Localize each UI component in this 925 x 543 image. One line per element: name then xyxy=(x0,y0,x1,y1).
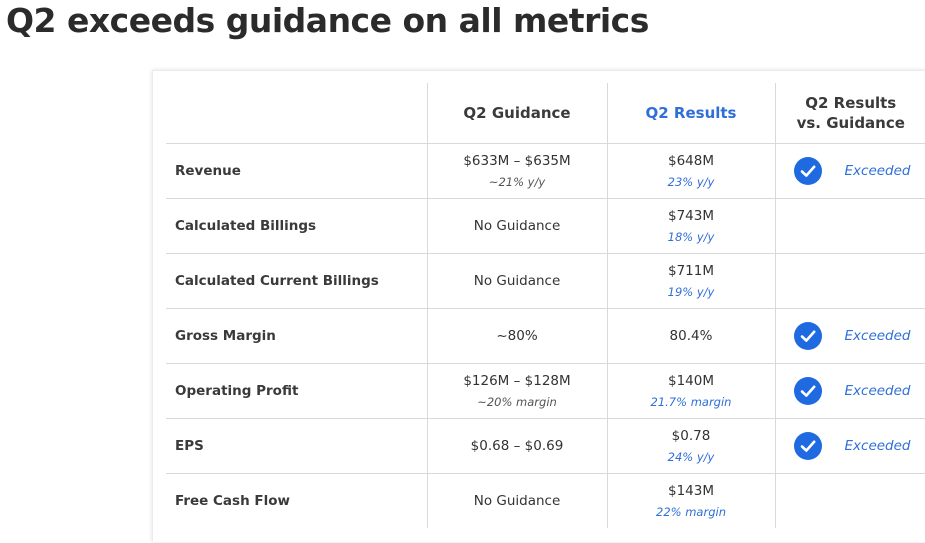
result-note: 21.7% margin xyxy=(650,395,732,409)
guidance-value: $126M – $128M xyxy=(463,373,571,389)
guidance-cell: $633M – $635M ~21% y/y xyxy=(426,143,607,199)
guidance-cell: $0.68 – $0.69 xyxy=(426,418,607,474)
status-cell: Exceeded xyxy=(774,143,925,199)
result-note: 22% margin xyxy=(656,505,726,519)
guidance-cell: No Guidance xyxy=(426,198,607,254)
metric-label: Calculated Current Billings xyxy=(166,253,427,309)
result-cell: $0.78 24% y/y xyxy=(606,418,775,474)
guidance-value: No Guidance xyxy=(473,218,561,234)
result-note: 23% y/y xyxy=(667,175,715,189)
result-note: 19% y/y xyxy=(667,285,715,299)
guidance-value: No Guidance xyxy=(473,493,561,509)
metric-label: Gross Margin xyxy=(166,308,427,364)
guidance-table: Q2 Guidance Q2 Results Q2 Results vs. Gu… xyxy=(166,83,925,528)
guidance-cell: No Guidance xyxy=(426,253,607,309)
table-row: Calculated Current Billings No Guidance $7… xyxy=(166,253,925,309)
metric-label: Free Cash Flow xyxy=(175,493,290,509)
result-value: $0.78 xyxy=(671,428,711,444)
status-label: Exceeded xyxy=(844,438,911,454)
header-metric xyxy=(166,83,427,144)
status-label: Exceeded xyxy=(844,328,911,344)
status-label: Exceeded xyxy=(844,163,911,179)
result-value: $648M xyxy=(667,153,714,169)
result-value: $711M xyxy=(667,263,714,279)
result-cell: $743M 18% y/y xyxy=(606,198,775,254)
guidance-value: No Guidance xyxy=(473,273,561,289)
status-cell: Exceeded xyxy=(774,418,925,474)
metric-label: Calculated Billings xyxy=(166,198,427,254)
status-indicator: Exceeded xyxy=(776,157,925,185)
guidance-value: $633M – $635M xyxy=(463,153,571,169)
header-comparison: Q2 Results vs. Guidance xyxy=(774,83,925,144)
result-cell: $648M 23% y/y xyxy=(606,143,775,199)
guidance-note: ~21% y/y xyxy=(488,175,546,189)
status-cell: Exceeded xyxy=(774,308,925,364)
status-indicator: Exceeded xyxy=(776,377,925,405)
status-indicator: Exceeded xyxy=(776,322,925,350)
result-cell: $143M 22% margin xyxy=(606,473,775,528)
status-cell xyxy=(774,198,925,254)
result-note: 24% y/y xyxy=(667,450,715,464)
table-header-row: Q2 Guidance Q2 Results Q2 Results vs. Gu… xyxy=(166,83,925,144)
guidance-cell: ~80% xyxy=(426,308,607,364)
guidance-value: $0.68 – $0.69 xyxy=(470,438,564,454)
result-cell: $140M 21.7% margin xyxy=(606,363,775,419)
result-value: $140M xyxy=(667,373,714,389)
metric-label: Revenue xyxy=(166,143,427,199)
page-title: Q2 exceeds guidance on all metrics xyxy=(6,1,649,40)
table-row: Free Cash Flow No Guidance $143M 22% margin xyxy=(166,473,925,528)
check-circle-icon xyxy=(793,322,822,350)
header-guidance: Q2 Guidance xyxy=(426,83,607,144)
result-value: 80.4% xyxy=(669,328,713,344)
guidance-cell: No Guidance xyxy=(426,473,607,528)
status-indicator: Exceeded xyxy=(776,432,925,460)
table-row: Calculated Billings No Guidance $743M 18% y… xyxy=(166,198,925,254)
metric-label: EPS xyxy=(166,418,427,474)
result-note: 18% y/y xyxy=(667,230,715,244)
status-label: Exceeded xyxy=(844,383,911,399)
result-cell: 80.4% xyxy=(606,308,775,364)
table-row: Operating Profit $126M – $128M ~20% margin… xyxy=(166,363,925,419)
status-cell: Exceeded xyxy=(774,363,925,419)
guidance-value: ~80% xyxy=(496,328,538,344)
metric-label: Operating Profit xyxy=(166,363,427,419)
result-value: $743M xyxy=(667,208,714,224)
status-cell xyxy=(774,253,925,309)
guidance-note: ~20% margin xyxy=(477,395,557,409)
check-circle-icon xyxy=(793,157,822,185)
status-cell xyxy=(774,473,925,528)
result-value: $143M xyxy=(667,483,714,499)
header-comparison-label: Q2 Results vs. Guidance xyxy=(796,94,905,132)
table-row: Revenue $633M – $635M ~21% y/y $648M 23% y/y… xyxy=(166,143,925,199)
check-circle-icon xyxy=(793,432,822,460)
guidance-cell: $126M – $128M ~20% margin xyxy=(426,363,607,419)
guidance-table-card: Q2 Guidance Q2 Results Q2 Results vs. Gu… xyxy=(152,70,925,542)
table-row: EPS $0.68 – $0.69 $0.78 24% y/y Exceeded xyxy=(166,418,925,474)
table-row: Gross Margin ~80% 80.4% Exceeded xyxy=(166,308,925,364)
check-circle-icon xyxy=(793,377,822,405)
table-body: Revenue $633M – $635M ~21% y/y $648M 23% y/y… xyxy=(166,143,925,528)
header-results: Q2 Results xyxy=(606,83,775,144)
result-cell: $711M 19% y/y xyxy=(606,253,775,309)
